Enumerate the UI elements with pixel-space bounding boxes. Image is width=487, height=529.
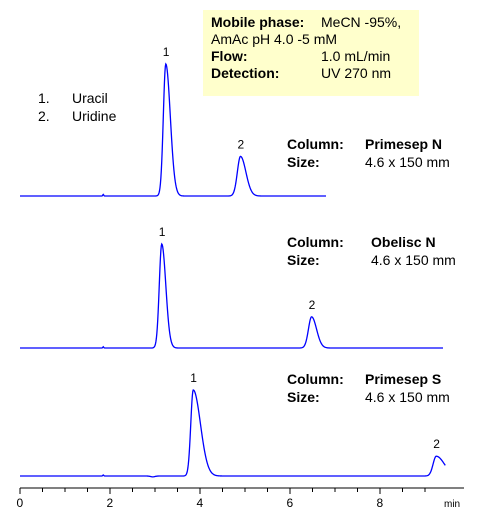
detection-value: UV 270 nm <box>321 65 392 81</box>
peak-legend-number: 2. <box>38 108 50 124</box>
series-line-panel-1 <box>20 62 326 197</box>
mobile-phase-label: Mobile phase: <box>211 14 305 30</box>
column-value: Primesep S <box>365 371 442 387</box>
x-tick-label: 4 <box>197 496 204 510</box>
peak-label: 2 <box>238 137 245 151</box>
mobile-phase-value-2: AmAc pH 4.0 -5 mM <box>211 31 338 47</box>
flow-label: Flow: <box>211 48 248 64</box>
series-line-panel-2 <box>20 242 443 349</box>
panel-3-column-info: Column: Primesep S Size: 4.6 x 150 mm <box>287 370 450 406</box>
panel-1-column-info: Column: Primesep N Size: 4.6 x 150 mm <box>287 135 450 171</box>
peak-legend: 1. Uracil 2. Uridine <box>38 89 116 125</box>
flow-value: 1.0 mL/min <box>321 48 391 64</box>
x-axis-unit: min <box>444 499 460 510</box>
panel-2-column-info: Column: Obelisc N Size: 4.6 x 150 mm <box>287 233 456 269</box>
peak-legend-item: 2. Uridine <box>38 107 116 125</box>
x-tick-label: 2 <box>107 496 114 510</box>
column-label: Column: <box>287 371 344 387</box>
peak-label: 1 <box>159 225 166 239</box>
x-tick-label: 6 <box>287 496 294 510</box>
size-value: 4.6 x 150 mm <box>371 252 456 268</box>
conditions-box: Mobile phase: MeCN -95%, AmAc pH 4.0 -5 … <box>203 10 419 96</box>
size-label: Size: <box>287 252 320 268</box>
peak-legend-name: Uridine <box>72 108 117 124</box>
column-label: Column: <box>287 234 344 250</box>
peak-label: 1 <box>163 45 170 59</box>
peak-label: 2 <box>309 298 316 312</box>
x-tick-label: 8 <box>377 496 384 510</box>
peak-legend-number: 1. <box>38 90 50 106</box>
detection-label: Detection: <box>211 65 280 81</box>
mobile-phase-value: MeCN -95%, <box>321 14 402 30</box>
x-tick-label: 0 <box>17 496 24 510</box>
peak-legend-item: 1. Uracil <box>38 89 116 107</box>
size-label: Size: <box>287 389 320 405</box>
peak-label: 2 <box>433 437 440 451</box>
column-value: Obelisc N <box>371 234 436 250</box>
size-label: Size: <box>287 154 320 170</box>
series-line-panel-3 <box>20 389 446 478</box>
size-value: 4.6 x 150 mm <box>365 389 450 405</box>
size-value: 4.6 x 150 mm <box>365 154 450 170</box>
peak-label: 1 <box>190 371 197 385</box>
column-label: Column: <box>287 136 344 152</box>
column-value: Primesep N <box>365 136 443 152</box>
peak-legend-name: Uracil <box>72 90 108 106</box>
